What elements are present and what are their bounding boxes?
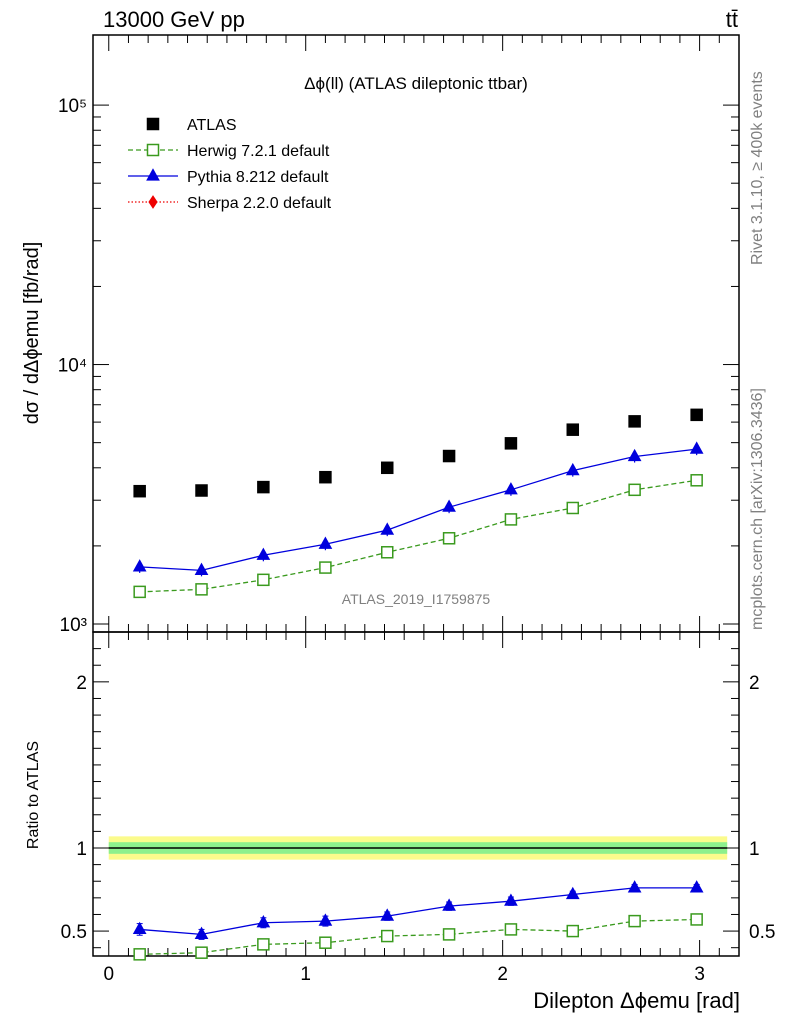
pythia-point [565, 462, 580, 476]
ratio-pythia-point [132, 921, 147, 935]
ratio-panel: Ratio to ATLAS Dilepton Δϕemu [rad] 0.5 0… [25, 631, 776, 1013]
ratio-herwig-point [628, 914, 641, 928]
pythia-line [139, 448, 697, 571]
atlas-point [690, 408, 703, 422]
main-panel: Δϕ(ll) (ATLAS dileptonic ttbar) dσ / dΔϕ… [21, 34, 740, 636]
main-y-tick-label: 10³ [60, 615, 87, 636]
herwig-line [139, 479, 697, 593]
herwig-point [628, 483, 641, 497]
atlas-point [319, 470, 332, 484]
pythia-point [689, 441, 704, 454]
atlas-point [257, 480, 270, 494]
ratio-pythia-point [194, 926, 209, 940]
ratio-herwig-point [380, 929, 394, 943]
ratio-pythia-line [139, 887, 697, 936]
ratio-herwig-point [257, 938, 270, 951]
legend-sherpa-marker [148, 195, 158, 209]
ratio-herwig-point [442, 928, 456, 941]
ratio-pythia-point [318, 913, 333, 926]
legend-pythia-marker [146, 168, 160, 181]
atlas-point [442, 449, 456, 463]
main-axis-ticks [93, 35, 739, 632]
atlas-point [133, 484, 146, 498]
x-tick-label: 2 [497, 964, 508, 985]
pythia-point [194, 562, 209, 575]
ratio-herwig-line [139, 918, 697, 955]
legend: ATLAS Herwig 7.2.1 default Pythia 8.212 de… [128, 117, 332, 212]
ratio-y-tick-label-left: 2 [76, 673, 87, 694]
ratio-herwig-point [319, 936, 332, 949]
main-title: Δϕ(ll) (ATLAS dileptonic ttbar) [304, 74, 528, 93]
herwig-point [442, 532, 456, 545]
ratio-pythia-point [442, 898, 456, 911]
pythia-point [627, 448, 642, 462]
herwig-point [690, 474, 703, 487]
legend-label: Sherpa 2.2.0 default [187, 195, 332, 212]
pythia-point [318, 536, 333, 549]
main-y-tick-label: 10⁵ [58, 96, 87, 117]
legend-label: Herwig 7.2.1 default [187, 143, 330, 160]
legend-herwig-marker [146, 143, 160, 157]
ratio-herwig-point [195, 946, 208, 959]
herwig-point [133, 585, 146, 599]
herwig-point [566, 501, 580, 515]
pythia-point [442, 499, 456, 512]
ratio-herwig-point [566, 924, 580, 938]
watermark: ATLAS_2019_I1759875 [342, 591, 491, 607]
ratio-plot-frame [92, 631, 740, 957]
ratio-y-tick-label-left: 1 [76, 839, 87, 860]
ratio-pythia-point [380, 908, 395, 921]
ratio-herwig-point [133, 948, 146, 961]
atlas-point [628, 415, 641, 428]
ratio-tick-labels: 0.5 0.5 1 1 2 2 0 1 2 3 [61, 673, 776, 985]
main-ylabel: dσ / dΔϕemu [fb/rad] [21, 242, 43, 425]
x-tick-label: 1 [300, 964, 311, 985]
ratio-pythia-point [504, 893, 518, 906]
herwig-point [504, 513, 518, 526]
ratio-y-tick-label-right: 1 [749, 839, 760, 860]
legend-label: ATLAS [187, 117, 237, 134]
main-series [132, 408, 704, 599]
ratio-uncertainty-bands [108, 836, 728, 860]
ratio-ylabel: Ratio to ATLAS [25, 741, 42, 849]
main-y-tick-label: 10⁴ [58, 356, 87, 377]
x-tick-label: 3 [694, 964, 705, 985]
ratio-y-tick-label-right: 2 [749, 673, 760, 694]
herwig-point [195, 583, 208, 596]
pythia-point [132, 559, 147, 572]
ratio-herwig-point [690, 913, 703, 926]
legend-atlas-marker [146, 117, 160, 131]
ratio-pythia-point [689, 880, 704, 893]
header-left: 13000 GeV pp [103, 7, 245, 32]
x-axis-label: Dilepton Δϕemu [rad] [533, 988, 740, 1013]
herwig-point [257, 573, 270, 587]
ratio-y-tick-label-left: 0.5 [61, 922, 87, 943]
ratio-series [132, 880, 704, 961]
atlas-point [380, 461, 394, 475]
ratio-pythia-point [565, 886, 580, 900]
ratio-herwig-point [504, 923, 518, 936]
header-right: tt̄ [726, 7, 738, 32]
atlas-point [504, 437, 518, 450]
legend-label: Pythia 8.212 default [187, 169, 329, 186]
ratio-axis-ticks [93, 632, 739, 956]
rivet-label: Rivet 3.1.10, ≥ 400k events [749, 71, 766, 265]
x-tick-label: 0 [103, 964, 114, 985]
ratio-y-tick-label-right: 0.5 [749, 922, 775, 943]
main-y-tick-labels: 10³ 10⁴ 10⁵ [58, 96, 87, 636]
pythia-point [256, 547, 271, 560]
atlas-point [566, 423, 580, 436]
ratio-pythia-point [256, 915, 271, 928]
ratio-pythia-point [627, 880, 642, 893]
herwig-point [380, 546, 394, 559]
atlas-point [195, 484, 208, 497]
pythia-point [380, 522, 395, 535]
pythia-point [504, 482, 518, 495]
mcplots-label: mcplots.cern.ch [arXiv:1306.3436] [749, 388, 766, 630]
herwig-point [319, 561, 332, 574]
